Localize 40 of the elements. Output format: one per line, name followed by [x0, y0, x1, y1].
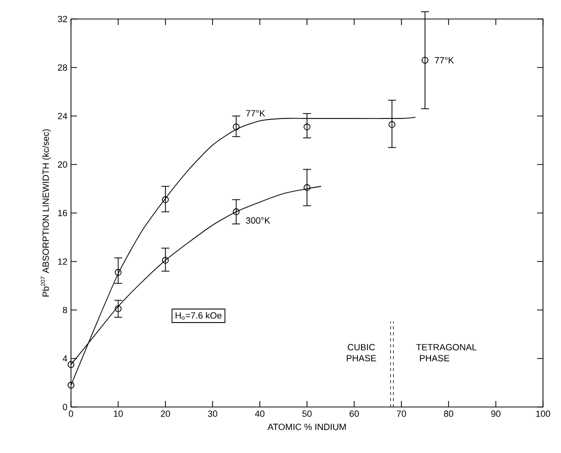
point — [114, 305, 122, 312]
x-tick-label: 10 — [114, 410, 123, 417]
annotation: 77°K — [434, 57, 454, 64]
point — [304, 184, 310, 191]
y-tick-label: 20 — [58, 161, 68, 168]
x-tick-label: 70 — [396, 410, 406, 417]
annotation: CUBIC PHASE — [346, 344, 376, 362]
y-tick-label: 12 — [58, 258, 68, 265]
y-tick-label: 8 — [62, 306, 68, 314]
y-tick-label: 28 — [58, 64, 68, 71]
x-tick-label: 100 — [536, 410, 550, 417]
y-axis-title: Pb$^{207}$ ABSORPTION LINEWIDTH (kc/sec) — [40, 129, 51, 296]
point — [232, 208, 240, 216]
x-tick-label: 60 — [350, 410, 359, 417]
point — [68, 382, 74, 389]
x-tick-label: 90 — [491, 410, 500, 417]
point — [68, 361, 74, 368]
x-tick-label: 30 — [208, 410, 218, 417]
series-label: 77°K — [246, 110, 266, 116]
x-tick-label: 50 — [302, 410, 312, 417]
annotation: TETRAGONAL PHASE — [416, 344, 477, 362]
x-axis-title: ATOMIC % INDIUM — [268, 424, 346, 430]
point — [232, 124, 240, 130]
y-tick-label: 0 — [62, 404, 68, 410]
annotation: H$_{o}$=7.6 kOe — [176, 312, 222, 320]
series-label: 300°K — [246, 217, 270, 224]
point — [304, 124, 310, 130]
x-tick-label: 80 — [444, 410, 454, 417]
point — [114, 269, 122, 276]
y-tick-label: 16 — [58, 210, 68, 216]
x-tick-label: 20 — [160, 410, 170, 417]
y-tick-label: 24 — [58, 112, 68, 120]
x-tick-label: 40 — [255, 410, 264, 417]
x-tick-label: 0 — [68, 410, 74, 417]
point — [388, 121, 396, 128]
y-tick-label: 32 — [58, 16, 68, 22]
point — [162, 196, 169, 204]
point — [162, 256, 169, 264]
point — [422, 56, 428, 64]
y-tick-label: 4 — [62, 355, 68, 362]
